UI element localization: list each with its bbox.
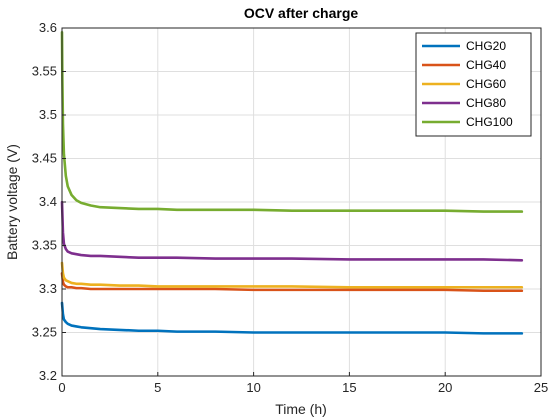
x-axis-label: Time (h) (275, 401, 327, 417)
y-tick-label: 3.25 (32, 325, 57, 340)
y-tick-label: 3.35 (32, 238, 57, 253)
x-tick-label: 0 (58, 380, 65, 395)
y-tick-label: 3.5 (39, 107, 57, 122)
series-layer (60, 31, 524, 335)
legend-label-chg80: CHG80 (466, 96, 506, 110)
y-axis-label: Battery voltage (V) (4, 144, 20, 260)
x-tick-label: 5 (154, 380, 161, 395)
series-line-chg60 (60, 261, 524, 289)
y-tick-label: 3.6 (39, 20, 57, 35)
series-line-chg80 (60, 200, 524, 262)
y-axis: 3.2 3.25 3.3 3.35 3.4 3.45 3.5 3.55 3.6 (32, 20, 66, 383)
y-tick-label: 3.45 (32, 151, 57, 166)
y-tick-label: 3.2 (39, 368, 57, 383)
series-line-chg40 (60, 272, 524, 293)
series-line-chg100 (60, 31, 524, 213)
y-tick-label: 3.55 (32, 64, 57, 79)
y-tick-label: 3.3 (39, 281, 57, 296)
legend-label-chg20: CHG20 (466, 39, 506, 53)
y-tick-label: 3.4 (39, 194, 57, 209)
x-tick-label: 15 (342, 380, 356, 395)
x-axis: 0 5 10 15 20 25 (58, 372, 548, 395)
chart-title: OCV after charge (244, 5, 359, 21)
legend-label-chg40: CHG40 (466, 58, 506, 72)
series-line-chg20 (60, 301, 524, 335)
x-tick-label: 25 (534, 380, 548, 395)
x-tick-label: 10 (246, 380, 260, 395)
legend-label-chg100: CHG100 (466, 115, 513, 129)
legend-label-chg60: CHG60 (466, 77, 506, 91)
x-tick-label: 20 (438, 380, 452, 395)
legend: CHG20 CHG40 CHG60 CHG80 CHG100 (415, 32, 532, 137)
